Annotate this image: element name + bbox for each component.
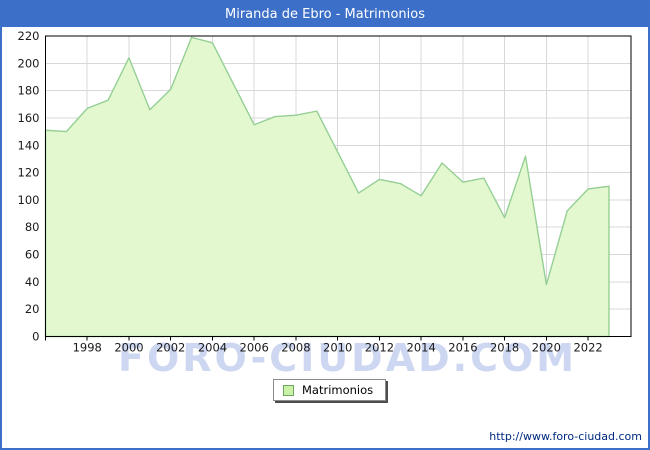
y-axis-labels: 0 20 40 60 80 100 120 140 160 180 200 220 [18,29,40,344]
svg-text:180: 180 [18,84,40,98]
svg-text:2022: 2022 [573,341,602,355]
axis-ticks [45,336,589,341]
svg-text:2016: 2016 [448,341,477,355]
svg-text:2012: 2012 [365,341,394,355]
svg-text:120: 120 [18,166,40,180]
svg-text:160: 160 [18,111,40,125]
svg-text:2006: 2006 [240,341,269,355]
svg-text:100: 100 [18,193,40,207]
svg-text:140: 140 [18,138,40,152]
svg-text:2008: 2008 [281,341,310,355]
x-axis-labels: 1998 2000 2002 2004 2006 2008 2010 2012 2014 2016… [73,341,603,355]
svg-text:2010: 2010 [323,341,352,355]
legend-label: Matrimonios [302,383,374,397]
area-series [44,36,610,338]
footer-url: http://www.foro-ciudad.com [489,430,642,443]
svg-text:200: 200 [18,56,40,70]
svg-text:60: 60 [25,248,40,262]
svg-text:220: 220 [18,29,40,43]
svg-text:2018: 2018 [490,341,519,355]
svg-text:1998: 1998 [73,341,102,355]
plot-border [44,35,632,338]
svg-text:2000: 2000 [114,341,143,355]
svg-text:0: 0 [32,330,39,344]
svg-text:2004: 2004 [198,341,227,355]
legend-color-swatch-icon [283,384,294,396]
svg-text:2014: 2014 [407,341,436,355]
watermark: FORO-CIUDAD.COM [118,336,578,380]
svg-text:40: 40 [25,275,40,289]
svg-text:20: 20 [25,302,40,316]
svg-text:2020: 2020 [532,341,561,355]
svg-text:80: 80 [25,220,40,234]
chart-title: Miranda de Ebro - Matrimonios [2,2,648,27]
svg-text:2002: 2002 [156,341,185,355]
legend: Matrimonios [273,379,387,401]
